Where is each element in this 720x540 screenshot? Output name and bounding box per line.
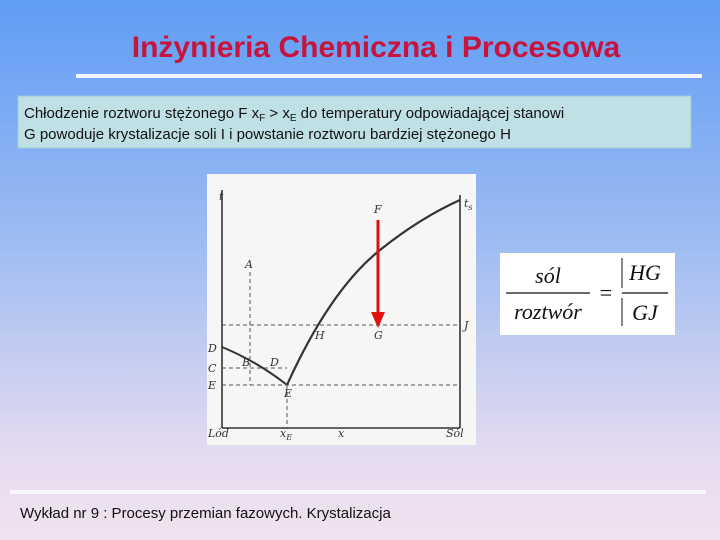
text-part: do temperatury odpowiadającej stanowi: [297, 105, 565, 122]
label: E: [283, 387, 292, 400]
label: t: [219, 190, 224, 203]
label: xE: [280, 427, 292, 442]
label: Sól: [446, 427, 464, 440]
formula-bg: [500, 253, 675, 335]
label: F: [373, 203, 382, 216]
numerator: HG: [628, 260, 661, 285]
subscript: E: [290, 113, 297, 124]
solubility-curve: [285, 198, 461, 386]
arrow-head: [371, 312, 385, 328]
equals: =: [600, 280, 612, 305]
label: C: [208, 362, 217, 375]
text-line: G powoduje krystalizacje soli I i powsta…: [24, 126, 511, 143]
label: G: [374, 329, 383, 342]
diagram-bg: [207, 174, 476, 445]
label: A: [244, 258, 253, 271]
label: Lód: [207, 427, 229, 440]
denominator: GJ: [632, 300, 659, 325]
label: ts: [464, 197, 473, 212]
subscript: E: [285, 433, 292, 442]
label: B: [241, 356, 250, 369]
subscript: F: [259, 113, 265, 124]
text-line: Chłodzenie roztworu stężonego F xF > xE …: [24, 105, 564, 124]
ice-curve: [221, 346, 288, 386]
denominator: roztwór: [514, 299, 582, 324]
label: D: [207, 342, 217, 355]
label-part: t: [464, 197, 469, 210]
text-part: > x: [265, 105, 290, 122]
numerator: sól: [535, 263, 561, 288]
footer: Wykład nr 9 : Procesy przemian fazowych.…: [20, 505, 391, 522]
label-part: x: [280, 427, 287, 440]
label: x: [338, 427, 345, 440]
phase-diagram: t A D B D C E E F H G J ts Lód xE x Sól: [207, 174, 476, 445]
text-box: [17, 95, 692, 149]
label: J: [462, 319, 469, 332]
formula: sól roztwór = HG GJ: [500, 253, 675, 335]
text-part: Chłodzenie roztworu stężonego F x: [24, 105, 260, 122]
title: Inżynieria Chemiczna i Procesowa: [132, 31, 621, 64]
label: H: [314, 329, 325, 342]
subscript: s: [468, 203, 472, 212]
label: D: [269, 356, 279, 369]
label: E: [207, 379, 216, 392]
